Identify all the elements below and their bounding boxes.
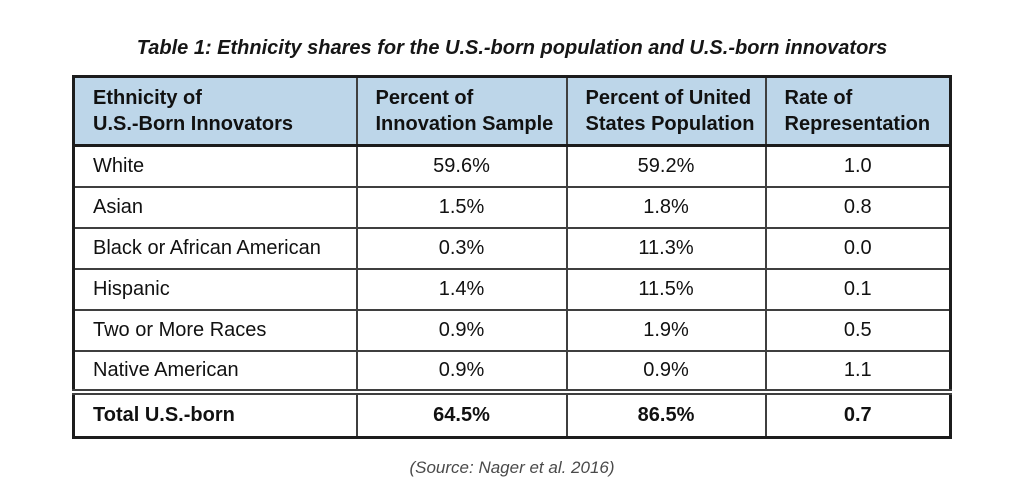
header-rate-line2: Representation xyxy=(784,113,931,135)
us-population-cell: 11.3% xyxy=(565,226,767,270)
us-population-cell: 1.8% xyxy=(565,185,767,229)
rate-cell: 0.5 xyxy=(764,308,952,352)
source-note: (Source: Nager et al. 2016) xyxy=(409,458,615,477)
total-label-cell: Total U.S.-born xyxy=(72,388,358,439)
ethnicity-cell: Hispanic xyxy=(72,267,358,311)
rate-cell: 0.1 xyxy=(764,267,952,311)
innovation-sample-cell: 59.6% xyxy=(355,144,568,188)
ethnicity-table: Ethnicity of U.S.-Born Innovators Percen… xyxy=(72,75,952,439)
us-population-cell: 59.2% xyxy=(565,144,767,188)
page: Table 1: Ethnicity shares for the U.S.-b… xyxy=(0,36,1024,483)
header-innovation-sample-line2: Innovation Sample xyxy=(375,113,554,135)
rate-cell: 0.8 xyxy=(764,185,952,229)
innovation-sample-cell: 0.3% xyxy=(355,226,568,270)
us-population-cell: 0.9% xyxy=(565,349,767,393)
table-row: Hispanic 1.4% 11.5% 0.1 xyxy=(72,267,952,311)
total-innovation-sample-cell: 64.5% xyxy=(355,388,568,439)
total-us-population-cell: 86.5% xyxy=(565,388,767,439)
ethnicity-cell: White xyxy=(72,144,358,188)
header-rate: Rate of Representation xyxy=(764,75,952,147)
total-row: Total U.S.-born 64.5% 86.5% 0.7 xyxy=(72,388,952,439)
header-ethnicity: Ethnicity of U.S.-Born Innovators xyxy=(72,75,358,147)
header-innovation-sample: Percent of Innovation Sample xyxy=(355,75,568,147)
rate-cell: 1.1 xyxy=(764,349,952,393)
ethnicity-cell: Black or African American xyxy=(72,226,358,270)
innovation-sample-cell: 1.4% xyxy=(355,267,568,311)
header-us-population-line2: States Population xyxy=(585,113,755,135)
header-ethnicity-line1: Ethnicity of xyxy=(93,87,202,109)
ethnicity-cell: Native American xyxy=(72,349,358,393)
innovation-sample-cell: 0.9% xyxy=(355,308,568,352)
table-row: Two or More Races 0.9% 1.9% 0.5 xyxy=(72,308,952,352)
total-rate-cell: 0.7 xyxy=(764,388,952,439)
table-title: Table 1: Ethnicity shares for the U.S.-b… xyxy=(136,37,888,59)
us-population-cell: 11.5% xyxy=(565,267,767,311)
us-population-cell: 1.9% xyxy=(565,308,767,352)
header-rate-line1: Rate of xyxy=(784,87,853,109)
rate-cell: 1.0 xyxy=(764,144,952,188)
table-row: White 59.6% 59.2% 1.0 xyxy=(72,144,952,188)
table-row: Black or African American 0.3% 11.3% 0.0 xyxy=(72,226,952,270)
rate-cell: 0.0 xyxy=(764,226,952,270)
header-row: Ethnicity of U.S.-Born Innovators Percen… xyxy=(72,75,952,147)
header-us-population: Percent of United States Population xyxy=(565,75,767,147)
innovation-sample-cell: 0.9% xyxy=(355,349,568,393)
header-innovation-sample-line1: Percent of xyxy=(375,87,474,109)
table-row: Native American 0.9% 0.9% 1.1 xyxy=(72,349,952,393)
header-ethnicity-line2: U.S.-Born Innovators xyxy=(93,113,294,135)
ethnicity-cell: Two or More Races xyxy=(72,308,358,352)
table-row: Asian 1.5% 1.8% 0.8 xyxy=(72,185,952,229)
header-us-population-line1: Percent of United xyxy=(585,87,752,109)
ethnicity-cell: Asian xyxy=(72,185,358,229)
innovation-sample-cell: 1.5% xyxy=(355,185,568,229)
